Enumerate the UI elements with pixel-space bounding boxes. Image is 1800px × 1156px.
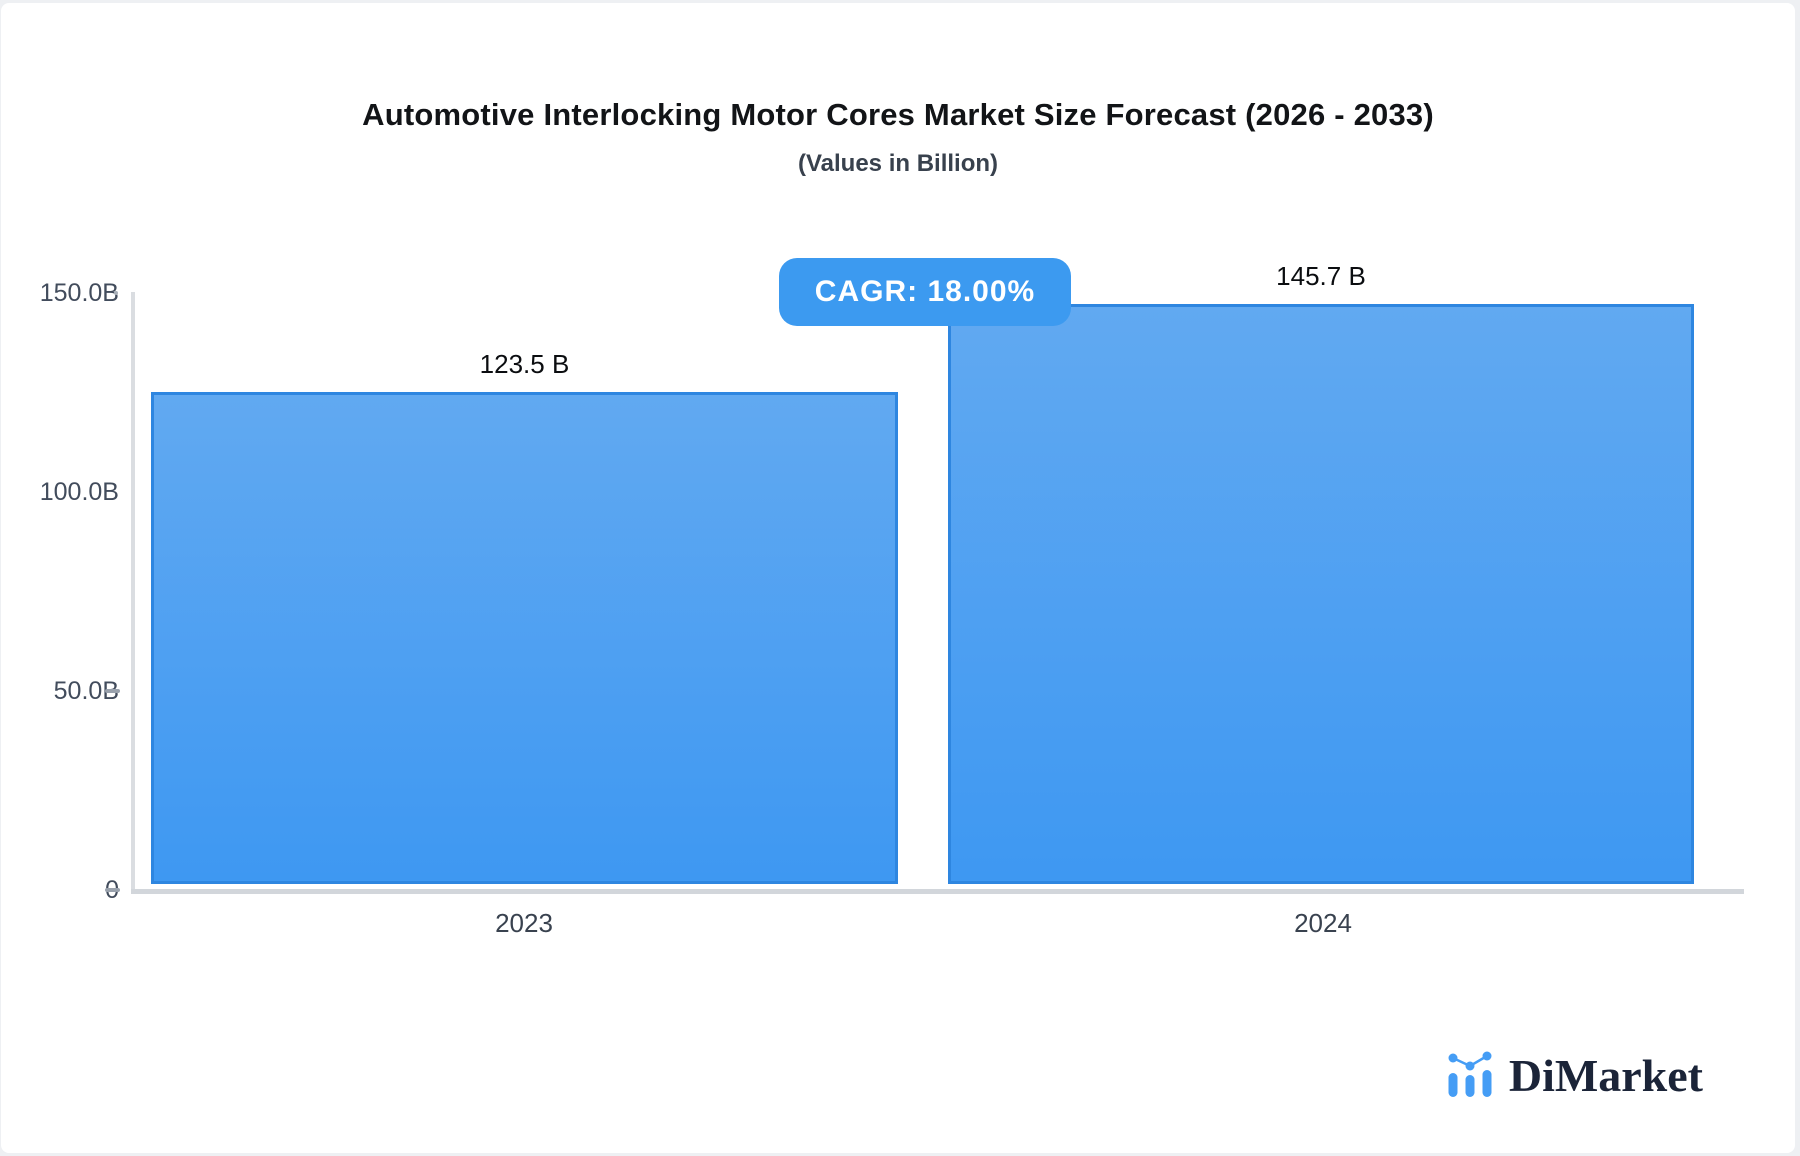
chart-subtitle: (Values in Billion) (797, 150, 999, 177)
chart-title: Automotive Interlocking Motor Cores Mark… (362, 97, 1434, 132)
x-tick-label-2023: 2023 (495, 908, 553, 938)
chart-card: Automotive Interlocking Motor Cores Mark… (1, 3, 1795, 1153)
y-tick-label-100: 100.0B (39, 478, 119, 506)
brand-logo: DiMarket (1444, 1049, 1703, 1099)
cagr-badge-label: CAGR: 18.00% (814, 275, 1036, 308)
x-axis-baseline (131, 889, 1744, 894)
y-tick-label-50: 50.0B (53, 677, 119, 705)
y-tick-mark-150 (114, 291, 118, 295)
bar-chart-logo-icon (1448, 1051, 1492, 1097)
y-tick-label-0: 0 (1, 875, 119, 905)
bar-2024[interactable] (948, 304, 1694, 884)
y-axis-line (131, 292, 135, 892)
bar-value-label-2023: 123.5 B (479, 349, 570, 379)
cagr-badge: CAGR: 18.00% (779, 258, 1071, 326)
bar-value-label-2024: 145.7 B (1276, 261, 1366, 291)
plot-area: 150.0B 100.0B 50.0B 0 123.5 B 145.7 B 20… (1, 3, 1795, 1153)
bar-2023[interactable] (151, 392, 898, 884)
brand-name: DiMarket (1508, 1050, 1703, 1101)
y-tick-mark-0 (105, 888, 120, 892)
x-tick-label-2024: 2024 (1294, 908, 1352, 938)
y-tick-label-150: 150.0B (39, 279, 119, 307)
y-tick-mark-50 (105, 689, 120, 693)
